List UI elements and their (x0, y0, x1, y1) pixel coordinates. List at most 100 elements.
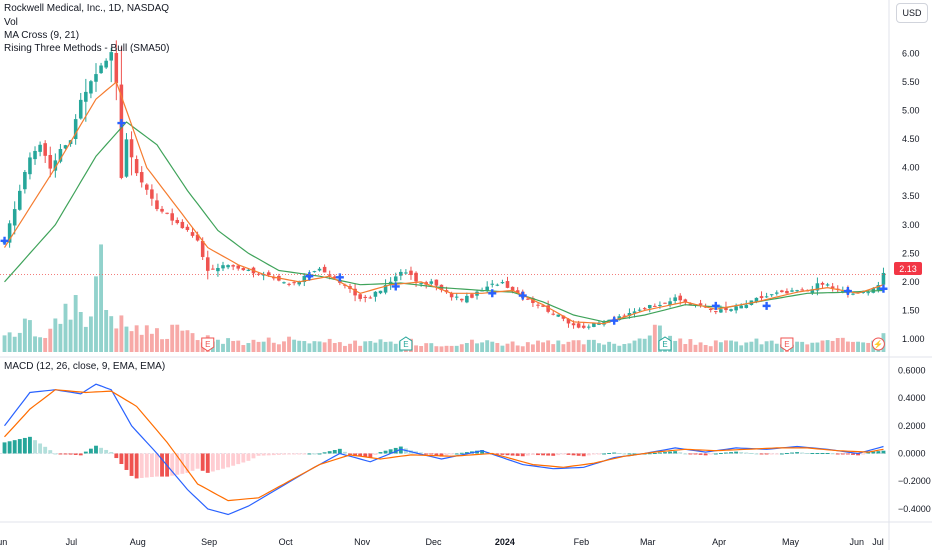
macd-histogram-bar (256, 453, 261, 456)
candle-body (546, 305, 550, 312)
volume-bar (500, 345, 505, 352)
macd-histogram-bar (348, 453, 352, 455)
volume-bar (429, 343, 434, 352)
macd-histogram-bar (215, 453, 220, 471)
currency-button[interactable]: USD (896, 3, 928, 23)
indicator-vol-label[interactable]: Vol (4, 17, 18, 28)
macd-histogram-bar (337, 448, 342, 454)
macd-histogram-bar (266, 453, 271, 456)
candle-body (856, 292, 860, 294)
macd-histogram-bar (449, 453, 454, 455)
price-tick-label: 2.50 (902, 248, 920, 258)
price-tick-label: 6.00 (902, 48, 920, 58)
candle-body (409, 270, 413, 275)
macd-histogram-bar (744, 452, 749, 454)
candle-body (698, 303, 703, 305)
candle-body (317, 268, 322, 271)
macd-histogram-bar (104, 449, 109, 454)
time-tick-label: Jul (66, 537, 78, 547)
candle-body (211, 268, 215, 270)
indicator-ma-cross-label[interactable]: MA Cross (9, 21) (4, 30, 80, 41)
candle-body (180, 221, 185, 229)
candle-body (53, 160, 58, 171)
candle-body (653, 305, 657, 307)
macd-histogram-bar (673, 451, 678, 454)
candle-body (734, 306, 738, 311)
candle-body (216, 267, 220, 272)
macd-histogram-bar (759, 453, 764, 455)
volume-bar (607, 341, 612, 352)
volume-bar (505, 343, 510, 352)
volume-bar (343, 345, 347, 352)
macd-histogram-bar (652, 453, 657, 455)
macd-histogram-bar (175, 453, 180, 475)
candle-body (43, 143, 47, 156)
candle-body (327, 274, 332, 276)
candle-body (815, 283, 820, 291)
candle-body (205, 257, 210, 271)
macd-histogram-bar (678, 452, 683, 454)
candle-body (292, 282, 296, 284)
indicator-macd-label[interactable]: MACD (12, 26, close, 9, EMA, EMA) (4, 361, 166, 372)
candle-body (236, 265, 241, 269)
macd-histogram-bar (525, 453, 530, 456)
volume-bar (536, 340, 540, 352)
volume-bar (332, 343, 337, 352)
candle-body (774, 292, 779, 294)
candle-body (642, 308, 647, 310)
candle-body (841, 291, 845, 293)
macd-histogram-bar (134, 453, 139, 479)
macd-histogram-bar (332, 450, 337, 454)
candle-body (541, 305, 545, 307)
volume-bar (449, 345, 454, 352)
candle-body (287, 283, 291, 285)
macd-histogram-bar (2, 442, 7, 454)
candle-body (373, 291, 378, 297)
macd-histogram-bar (124, 453, 129, 470)
candle-body (510, 286, 515, 292)
volume-bar (2, 335, 7, 352)
volume-bar (363, 341, 368, 352)
macd-histogram-bar (541, 453, 545, 456)
volume-bar (215, 339, 220, 352)
candle-body (536, 304, 540, 306)
volume-bar (144, 325, 149, 352)
event-marker-label: E (403, 340, 408, 349)
candle-body (678, 295, 683, 301)
macd-histogram-bar (734, 451, 739, 454)
indicator-rising-three-label[interactable]: Rising Three Methods - Bull (SMA50) (4, 43, 170, 54)
event-marker-label: E (662, 340, 667, 349)
macd-histogram-bar (505, 453, 510, 456)
candle-body (241, 268, 246, 271)
ma-slow-line (4, 121, 884, 323)
volume-bar (271, 342, 276, 352)
candle-body (449, 293, 454, 298)
candle-body (571, 323, 576, 326)
macd-histogram-bar (820, 453, 825, 455)
macd-histogram-bar (109, 452, 114, 454)
price-tick-label: 3.00 (902, 220, 920, 230)
volume-bar (226, 338, 231, 352)
macd-histogram-bar (464, 452, 469, 454)
macd-histogram-bar (12, 440, 17, 454)
macd-histogram-bar (835, 453, 840, 455)
candle-body (561, 315, 566, 319)
candle-body (63, 145, 68, 149)
volume-bar (551, 344, 556, 352)
candle-body (658, 304, 662, 306)
price-tick-label: 4.00 (902, 163, 920, 173)
volume-bar (490, 341, 495, 352)
volume-bar (561, 344, 566, 352)
macd-histogram-bar (358, 453, 363, 457)
chart-title[interactable]: Rockwell Medical, Inc., 1D, NASDAQ (4, 3, 170, 14)
candle-body (744, 305, 749, 308)
cross-marker (0, 236, 9, 245)
candle-body (495, 284, 500, 286)
volume-bar (170, 324, 175, 352)
macd-histogram-bar (226, 453, 231, 468)
time-tick-label: Jul (872, 537, 884, 547)
price-tick-label: 3.50 (902, 191, 920, 201)
volume-bar (94, 276, 98, 352)
macd-tick-label: −0.2000 (898, 476, 931, 486)
